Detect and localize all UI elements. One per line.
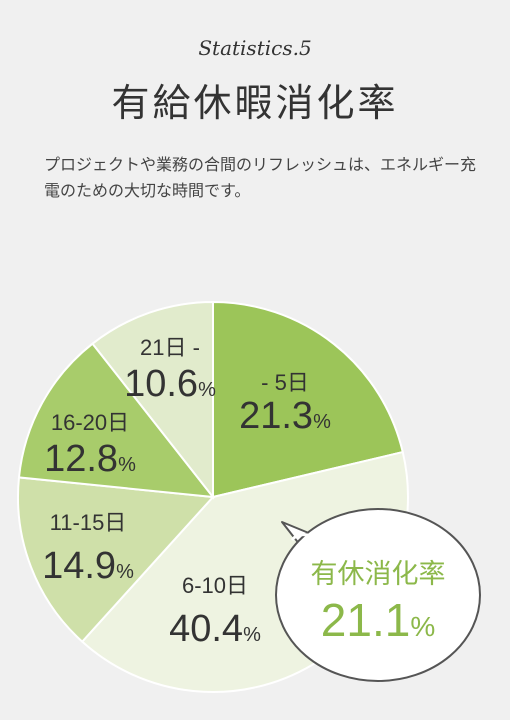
slice-value-label: 14.9% [42,545,134,587]
slice-value-label: 10.6% [124,363,216,405]
annotation-value: 21.1% [321,594,435,646]
slice-value-label: 21.3% [239,395,331,437]
pie-slice [212,300,404,499]
pie-slice [91,300,214,500]
bubble-body [275,508,481,682]
section-kicker: Statistics.5 [198,36,312,60]
annotation-bubble: 有休消化率 21.1% [275,508,481,682]
slice-value-label: 12.8% [44,438,136,480]
pie-slice [17,476,216,644]
slice-category-label: - 5日 [261,370,309,395]
bubble-join [290,533,313,541]
slice-category-label: 21日 - [140,335,200,360]
slice-category-label: 6-10日 [182,573,248,598]
slice-category-label: 16-20日 [51,410,129,435]
page-description: プロジェクトや業務の合間のリフレッシュは、エネルギー充電のための大切な時間です。 [44,155,477,200]
slice-value-label: 40.4% [169,608,261,650]
pie-slice [17,342,216,499]
page-title: 有給休暇消化率 [111,81,399,125]
annotation-label: 有休消化率 [311,559,446,589]
slice-category-label: 11-15日 [50,510,127,535]
